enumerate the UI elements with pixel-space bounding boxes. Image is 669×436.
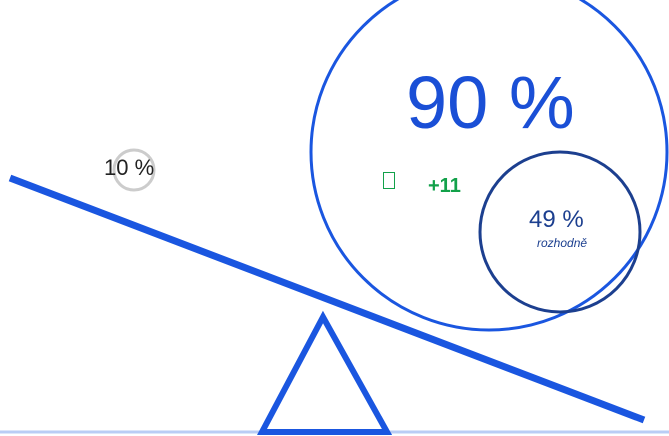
up-arrow-icon: [383, 172, 395, 189]
minor-share-circle: [112, 148, 156, 192]
major-share-circle: [309, 0, 669, 332]
change-value: +11: [428, 175, 461, 197]
sub-share-circle: [478, 150, 642, 314]
major-share-value: 90 %: [406, 61, 575, 144]
seesaw-beam: [8, 174, 646, 424]
minor-share-value: 10 %: [104, 155, 155, 180]
fulcrum-triangle: [257, 310, 393, 435]
sub-share-value: 49 %: [529, 206, 584, 233]
sub-share-label: rozhodně: [537, 236, 588, 250]
